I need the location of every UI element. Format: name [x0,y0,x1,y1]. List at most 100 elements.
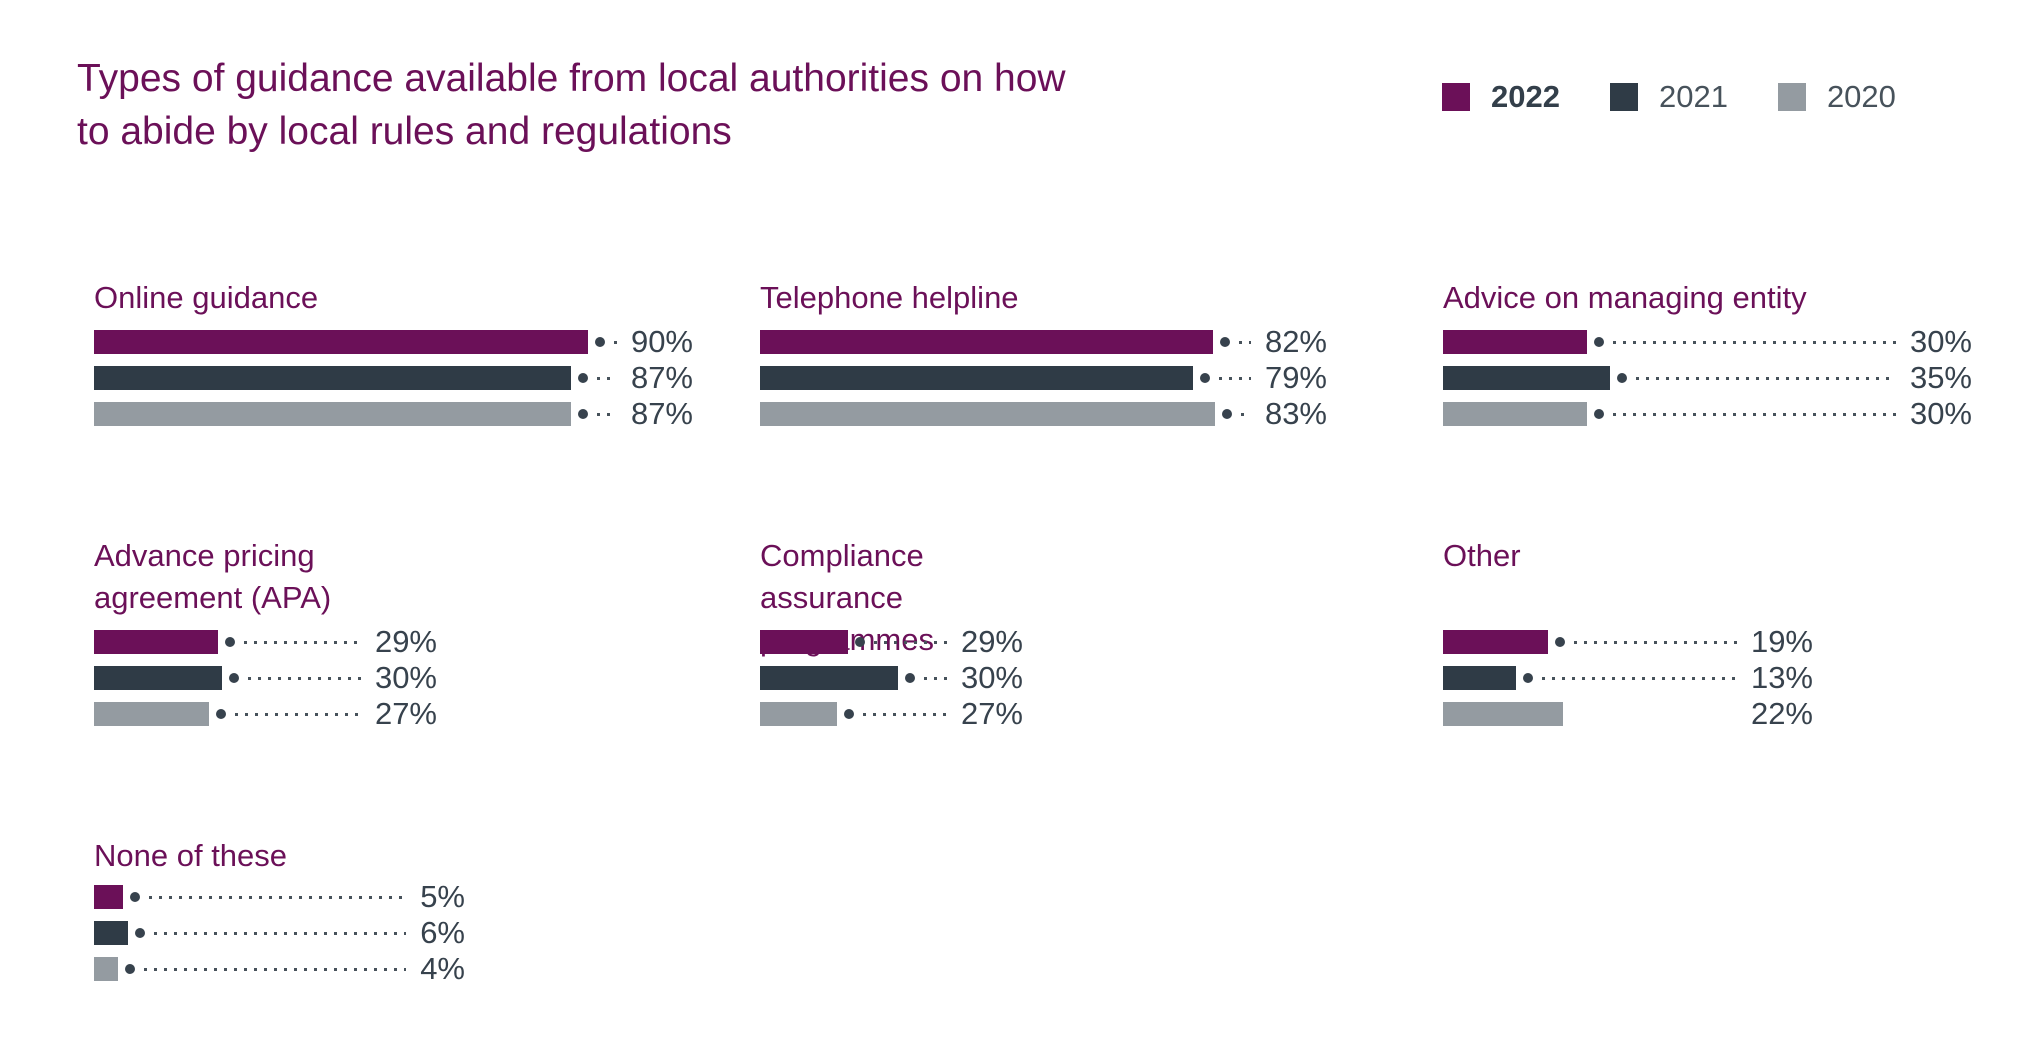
value-label: 27% [960,696,1023,731]
leader-dotted-line [614,340,617,344]
bar-2020 [1443,702,1563,726]
bar-2022 [1443,630,1548,654]
leader-area [1213,337,1255,347]
leader-dotted-line [1636,376,1896,380]
bar-2022 [760,330,1213,354]
value-label: 5% [420,879,465,914]
leader-area [1516,673,1741,683]
group-title-line: Telephone helpline [760,280,1019,315]
leader-dot-icon [1555,637,1565,647]
bar-2021 [94,921,128,945]
legend-item-2022: 2022 [1442,79,1560,115]
value-label: 4% [420,951,465,986]
leader-area [1193,373,1255,383]
bar-row-2022: 29% [94,624,437,659]
leader-dotted-line [1241,412,1251,416]
bar-2020 [94,702,209,726]
leader-area [128,928,410,938]
group-title: Telephone helpline [760,272,1327,330]
page-title-line-1: Types of guidance available from local a… [77,57,1066,100]
group-title-line: Compliance [760,538,924,573]
leader-dotted-line [1239,340,1251,344]
group-title: Online guidance [94,272,693,330]
bar-row-2021: 87% [94,360,693,395]
legend-label: 2021 [1658,79,1728,114]
value-label: 90% [630,324,693,359]
bar-row-2020: 27% [94,696,437,731]
bar-row-2020: 27% [760,696,1023,731]
bar-2021 [760,366,1193,390]
value-label: 13% [1750,660,1813,695]
bar-2020 [94,402,571,426]
legend-label: 2020 [1826,79,1896,114]
value-label: 19% [1750,624,1813,659]
bar-row-2022: 82% [760,324,1327,359]
chart-group: Other 19% 13% 22% [1443,530,1813,738]
leader-dot-icon [125,964,135,974]
bar-row-2021: 13% [1443,660,1813,695]
leader-area [898,673,951,683]
leader-area [837,709,951,719]
leader-area [1548,637,1741,647]
bar-row-2021: 30% [760,660,1023,695]
leader-dotted-line [1574,640,1737,644]
leader-dotted-line [1613,412,1896,416]
chart-group: Telephone helpline 82% 79% 83% [760,272,1327,438]
legend-item-2020: 2020 [1777,79,1896,115]
value-label: 30% [374,660,437,695]
bar-2022 [94,330,588,354]
bar-row-2021: 35% [1443,360,1972,395]
value-label: 30% [1909,324,1972,359]
bar-row-2020: 4% [94,951,465,986]
legend: 2022 2021 2020 [1442,79,1896,115]
bar-row-2020: 83% [760,396,1327,431]
leader-dot-icon [855,637,865,647]
group-title-line: Advance pricing [94,538,315,573]
bar-2020 [760,702,837,726]
value-label: 79% [1264,360,1327,395]
leader-dotted-line [248,676,361,680]
leader-area [218,637,365,647]
bar-row-2022: 29% [760,624,1023,659]
value-label: 6% [420,915,465,950]
leader-dot-icon [844,709,854,719]
group-title-line: Other [1443,538,1521,573]
legend-label: 2022 [1491,79,1560,114]
leader-area [1610,373,1900,383]
leader-area [1587,409,1900,419]
leader-dotted-line [597,376,617,380]
page-title: Types of guidance available from local a… [77,52,1066,158]
bar-row-2021: 79% [760,360,1327,395]
leader-dotted-line [863,712,947,716]
value-label: 27% [374,696,437,731]
leader-dotted-line [1613,340,1896,344]
chart-group: None of these 5% 6% 4% [94,830,465,993]
leader-dot-icon [595,337,605,347]
leader-area [571,373,621,383]
value-label: 35% [1909,360,1972,395]
value-label: 30% [960,660,1023,695]
leader-dotted-line [874,640,947,644]
chart-group: Advance pricing agreement (APA) 29% 30% 27% [94,530,437,738]
leader-dot-icon [1523,673,1533,683]
leader-dotted-line [235,712,361,716]
legend-swatch-icon [1777,83,1806,111]
group-title-line: Advice on managing entity [1443,280,1807,315]
bar-row-2022: 90% [94,324,693,359]
bar-row-2022: 5% [94,879,465,914]
leader-dotted-line [597,412,617,416]
leader-area [1215,409,1255,419]
group-title-line: Online guidance [94,280,319,315]
leader-dotted-line [924,676,947,680]
legend-swatch-icon [1609,83,1638,111]
chart-group: Online guidance 90% 87% 87% [94,272,693,438]
leader-dot-icon [1200,373,1210,383]
bar-2021 [1443,366,1610,390]
group-title: Other [1443,530,1813,630]
bar-row-2020: 30% [1443,396,1972,431]
page-title-line-2: to abide by local rules and regulations [77,110,732,153]
leader-dot-icon [1594,337,1604,347]
